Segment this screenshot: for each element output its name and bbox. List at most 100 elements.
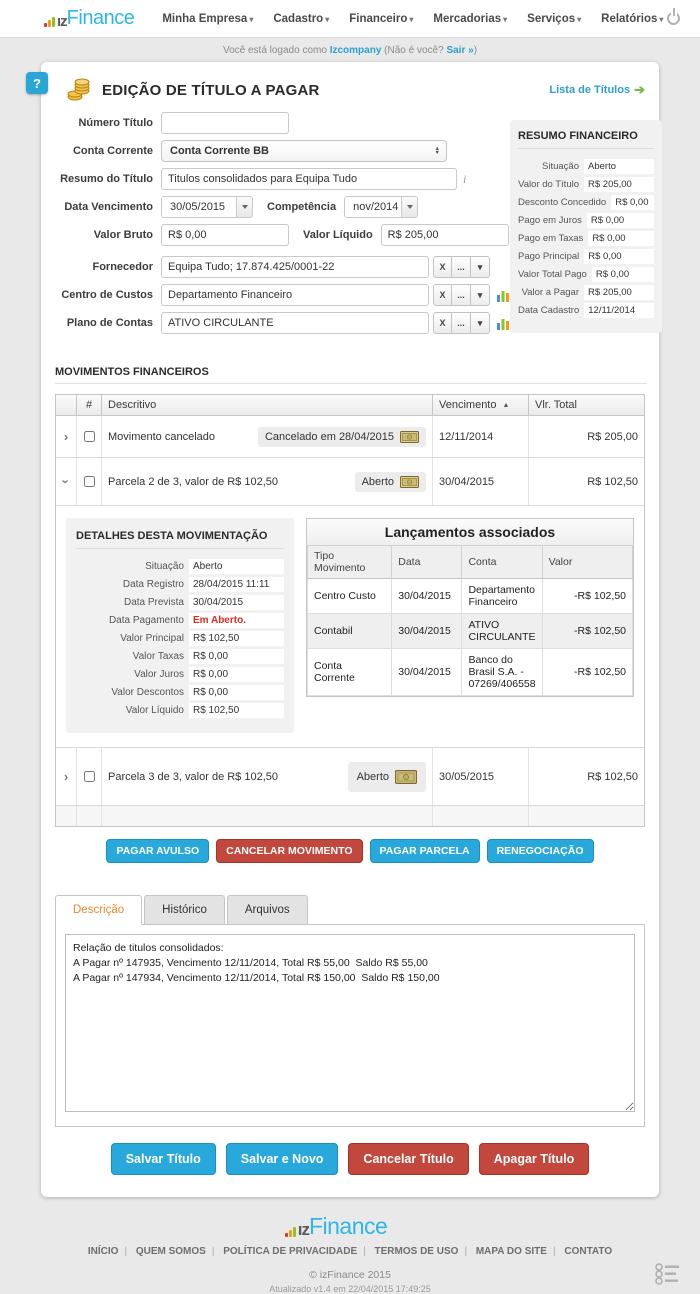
logout-link[interactable]: Sair »: [446, 45, 474, 56]
plano-contas-lookup-button[interactable]: ...: [452, 312, 471, 334]
detalhe-value: 28/04/2015 11:11: [189, 577, 284, 592]
row-checkbox[interactable]: [83, 771, 95, 782]
tab-arquivos[interactable]: Arquivos: [226, 895, 308, 924]
centro-custos-lookup-button[interactable]: ...: [452, 284, 471, 306]
footer-link-quem-somos[interactable]: QUEM SOMOS: [135, 1246, 206, 1257]
main-menu: Minha Empresa ▾ Cadastro ▾ Financeiro ▾ Mer…: [162, 13, 667, 25]
nav-financeiro[interactable]: Financeiro ▾: [349, 13, 413, 25]
nav-cadastro[interactable]: Cadastro ▾: [273, 13, 329, 25]
help-icon[interactable]: ?: [26, 72, 48, 94]
movimento-total: R$ 102,50: [528, 748, 644, 805]
bar-chart-icon[interactable]: [496, 317, 510, 330]
apagar-titulo-button[interactable]: Apagar Título: [478, 1143, 590, 1175]
fornecedor-clear-button[interactable]: X: [433, 256, 452, 278]
fornecedor-input[interactable]: [161, 256, 429, 278]
nav-mercadorias[interactable]: Mercadorias ▾: [433, 13, 507, 25]
tab-historico[interactable]: Histórico: [144, 895, 225, 924]
expand-row-icon[interactable]: ›: [63, 769, 69, 784]
collapse-row-icon[interactable]: ›: [58, 479, 74, 484]
plano-contas-dropdown-button[interactable]: ▾: [471, 312, 490, 334]
expand-row-icon[interactable]: ›: [63, 429, 69, 444]
lanc-cell: -R$ 102,50: [541, 613, 634, 649]
pagar-avulso-button[interactable]: PAGAR AVULSO: [106, 839, 210, 863]
bar-chart-icon[interactable]: [496, 289, 510, 302]
lancamentos-table: Tipo Movimento Data Conta Valor Centro C…: [306, 545, 634, 696]
plano-contas-clear-button[interactable]: X: [433, 312, 452, 334]
tab-descricao[interactable]: Descrição: [55, 895, 143, 925]
resumo-titulo-input[interactable]: [161, 168, 457, 190]
fornecedor-dropdown-button[interactable]: ▾: [471, 256, 490, 278]
izfinance-logo[interactable]: ız Finance: [44, 7, 135, 30]
footer-link-mapa[interactable]: MAPA DO SITE: [475, 1246, 547, 1257]
numero-titulo-input[interactable]: [161, 112, 289, 134]
row-checkbox[interactable]: [83, 431, 95, 442]
lanc-cell: ATIVO CIRCULANTE: [461, 613, 543, 649]
logo-bars-icon: [284, 1227, 296, 1240]
status-badge[interactable]: Aberto: [347, 761, 426, 792]
nav-relatorios[interactable]: Relatórios ▾: [601, 13, 663, 25]
detalhe-value: R$ 0,00: [189, 649, 284, 664]
login-text: ): [473, 45, 478, 56]
footer-link-termos[interactable]: TERMOS DE USO: [374, 1246, 459, 1257]
salvar-e-novo-button[interactable]: Salvar e Novo: [225, 1143, 339, 1175]
cancelar-titulo-button[interactable]: Cancelar Título: [348, 1143, 469, 1175]
centro-custos-clear-button[interactable]: X: [433, 284, 452, 306]
form-actions: Salvar Título Salvar e Novo Cancelar Tít…: [53, 1143, 647, 1175]
valor-liquido-input[interactable]: [380, 224, 509, 246]
lista-de-titulos-link[interactable]: Lista de Títulos ➔: [549, 82, 645, 98]
info-icon: i: [463, 171, 467, 186]
footer-izfinance-logo[interactable]: ız Finance: [0, 1213, 672, 1240]
lanc-row: Contabil 30/04/2015 ATIVO CIRCULANTE -R$…: [306, 613, 634, 649]
nav-servicos[interactable]: Serviços ▾: [527, 13, 581, 25]
status-badge[interactable]: Cancelado em 28/04/2015: [257, 426, 426, 447]
competencia-picker[interactable]: nov/2014: [344, 196, 419, 218]
movimentos-section-title: MOVIMENTOS FINANCEIROS: [55, 366, 647, 384]
menu-label: Mercadorias: [433, 12, 502, 25]
menu-label: Cadastro: [273, 12, 324, 25]
plano-contas-input[interactable]: [161, 312, 429, 334]
resumo-label: Data Cadastro: [518, 305, 580, 316]
row-checkbox[interactable]: [83, 476, 95, 487]
description-tabs-section: Descrição Histórico Arquivos Relação de …: [55, 895, 645, 1127]
centro-custos-dropdown-button[interactable]: ▾: [471, 284, 490, 306]
list-link-label: Lista de Títulos: [549, 84, 631, 96]
pagar-parcela-button[interactable]: PAGAR PARCELA: [369, 839, 480, 863]
cancelar-movimento-button[interactable]: CANCELAR MOVIMENTO: [216, 839, 363, 863]
renegociacao-button[interactable]: RENEGOCIAÇÃO: [486, 839, 594, 863]
footer-link-privacidade[interactable]: POLÍTICA DE PRIVACIDADE: [223, 1246, 358, 1257]
salvar-titulo-button[interactable]: Salvar Título: [110, 1143, 216, 1175]
calendar-dropdown-icon[interactable]: [236, 197, 252, 217]
competencia-label: Competência: [267, 201, 337, 213]
nav-minha-empresa[interactable]: Minha Empresa ▾: [162, 13, 253, 25]
lanc-row: Centro Custo 30/04/2015 Departamento Fin…: [306, 578, 634, 614]
logo-finance-text: Finance: [66, 7, 135, 29]
col-descritivo-header[interactable]: Descritivo: [102, 395, 432, 415]
valor-bruto-input[interactable]: [161, 224, 289, 246]
list-widget-icon[interactable]: [654, 1262, 682, 1286]
detalhe-value: R$ 0,00: [189, 667, 284, 682]
conta-corrente-select[interactable]: Conta Corrente BB ▲ ▼: [161, 140, 447, 162]
chevron-down-icon: ▾: [659, 14, 664, 24]
competencia-dropdown-icon[interactable]: [401, 197, 418, 217]
col-total-header[interactable]: Vlr. Total: [528, 395, 644, 415]
power-logout-icon[interactable]: [667, 12, 680, 25]
banknote-icon: [395, 769, 417, 784]
footer-copyright: © izFinance 2015: [309, 1269, 391, 1281]
page-title: EDIÇÃO DE TÍTULO A PAGAR: [102, 81, 320, 99]
fornecedor-lookup-button[interactable]: ...: [452, 256, 471, 278]
detalhe-label: Valor Taxas: [132, 651, 184, 662]
footer-link-contato[interactable]: CONTATO: [564, 1246, 613, 1257]
resumo-financeiro-panel: RESUMO FINANCEIRO Situação Aberto Valor d…: [510, 120, 662, 333]
status-badge[interactable]: Aberto: [354, 471, 426, 492]
data-vencimento-picker[interactable]: 30/05/2015: [161, 196, 253, 218]
resumo-value: R$ 0,00: [591, 267, 654, 282]
centro-custos-label: Centro de Custos: [61, 289, 153, 301]
footer-link-inicio[interactable]: INÍCIO: [87, 1246, 119, 1257]
detalhe-label: Valor Líquido: [125, 705, 184, 716]
logged-user-link[interactable]: Izcompany: [329, 45, 382, 56]
descricao-textarea[interactable]: Relação de titulos consolidados: A Pagar…: [65, 934, 635, 1112]
movimentos-table: # Descritivo Vencimento ▲ Vlr. Total › Mo…: [55, 394, 645, 827]
centro-custos-input[interactable]: [161, 284, 429, 306]
col-vencimento-header[interactable]: Vencimento ▲: [432, 395, 528, 415]
resumo-label: Desconto Concedido: [518, 197, 607, 208]
